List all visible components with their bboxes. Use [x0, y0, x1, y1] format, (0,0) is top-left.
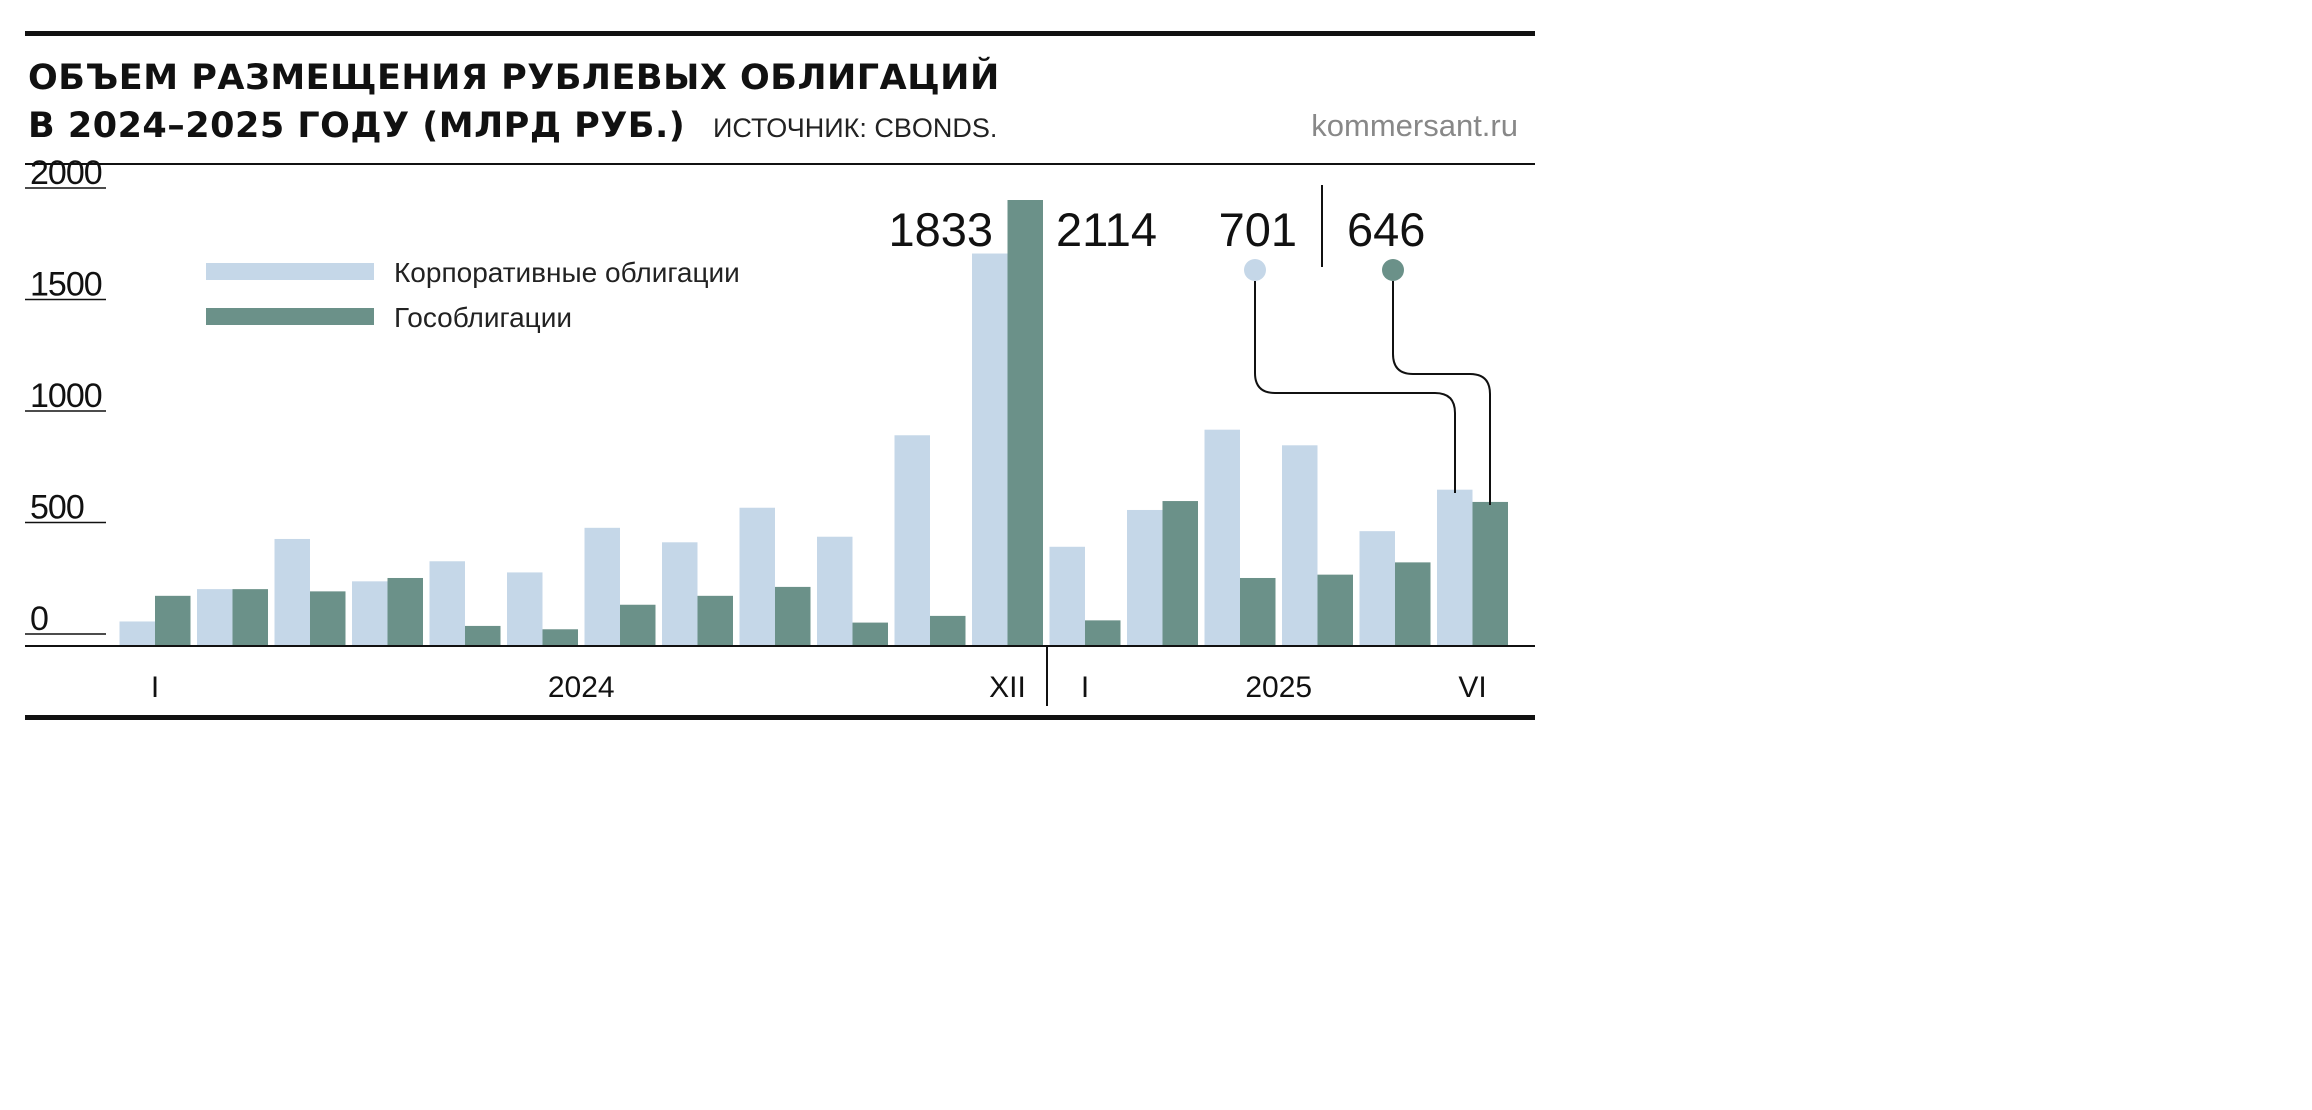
bar-corporate	[352, 581, 388, 646]
bar-corporate	[119, 621, 155, 646]
bar-corporate	[739, 507, 775, 646]
bar-government	[697, 595, 733, 646]
marker-government	[1382, 259, 1404, 281]
bars	[119, 200, 1508, 646]
bar-government	[1162, 501, 1198, 646]
bar-government	[1317, 574, 1353, 646]
chart-title-line1: ОБЪЕМ РАЗМЕЩЕНИЯ РУБЛЕВЫХ ОБЛИГАЦИЙ	[28, 58, 1000, 98]
bar-corporate	[1127, 509, 1163, 646]
bottom-rule	[25, 715, 1535, 720]
bar-government	[1007, 200, 1043, 646]
bar-government	[1085, 620, 1121, 646]
bar-corporate	[274, 538, 310, 646]
label-dec-2024-government: 2114	[1056, 203, 1157, 256]
source-note: ИСТОЧНИК: CBONDS.	[713, 113, 998, 143]
y-axis: 2000 1500 1000 500 0	[25, 154, 106, 638]
legend-swatch-corporate	[206, 263, 374, 280]
bar-corporate	[1204, 429, 1240, 646]
bar-government	[775, 586, 811, 646]
bar-government	[620, 604, 656, 646]
x-tick-label: 2024	[548, 671, 615, 704]
y-tick-label: 500	[30, 489, 84, 527]
leader-line-government	[1392, 281, 1491, 505]
bar-government	[1395, 562, 1431, 646]
bar-corporate	[584, 527, 620, 646]
legend-label-corporate: Корпоративные облигации	[394, 257, 740, 288]
label-jun-2025-corporate: 701	[1219, 203, 1297, 256]
header-rule	[25, 163, 1535, 165]
bar-government	[465, 625, 501, 646]
bar-government	[232, 589, 268, 646]
x-tick-label: I	[151, 671, 159, 704]
bar-government	[930, 615, 966, 646]
bar-government	[387, 577, 423, 646]
y-tick-label: 2000	[30, 154, 102, 192]
bar-government	[155, 595, 191, 646]
x-tick-label: 2025	[1245, 671, 1312, 704]
top-rule	[25, 31, 1535, 36]
y-tick-label: 0	[30, 600, 48, 638]
annotations: 1833 2114 701 646	[888, 185, 1491, 505]
leader-line-corporate	[1254, 281, 1456, 493]
x-axis-labels: I 2024 XII I 2025 VI	[151, 671, 1487, 704]
bar-corporate	[429, 561, 465, 646]
chart-title-line2: В 2024–2025 ГОДУ (МЛРД РУБ.)	[28, 106, 686, 146]
bar-corporate	[817, 536, 853, 646]
bar-corporate	[1437, 489, 1473, 646]
bar-corporate	[662, 542, 698, 646]
bar-corporate	[972, 253, 1008, 646]
label-jun-2025-government: 646	[1347, 203, 1425, 256]
bar-government	[852, 622, 888, 646]
x-tick-label: I	[1081, 671, 1089, 704]
bar-corporate	[1049, 546, 1085, 646]
bar-government	[310, 591, 346, 646]
bar-corporate	[507, 572, 543, 646]
legend-swatch-government	[206, 308, 374, 325]
legend-label-government: Гособлигации	[394, 302, 572, 333]
bar-chart: 2000 1500 1000 500 0 I 2024 XII I 2025 VI Корпора…	[25, 154, 1535, 706]
site-credit: kommersant.ru	[1311, 108, 1518, 143]
bar-corporate	[1359, 531, 1395, 646]
label-dec-2024-corporate: 1833	[888, 203, 993, 256]
bar-government	[542, 629, 578, 646]
bar-government	[1240, 577, 1276, 646]
marker-corporate	[1244, 259, 1266, 281]
bar-corporate	[197, 589, 233, 646]
x-tick-label: XII	[989, 671, 1026, 704]
y-tick-label: 1500	[30, 266, 102, 304]
x-tick-label: VI	[1458, 671, 1486, 704]
y-tick-label: 1000	[30, 377, 102, 415]
bar-corporate	[894, 435, 930, 646]
legend: Корпоративные облигации Гособлигации	[206, 257, 740, 333]
bar-corporate	[1282, 445, 1318, 646]
bar-government	[1472, 501, 1508, 646]
